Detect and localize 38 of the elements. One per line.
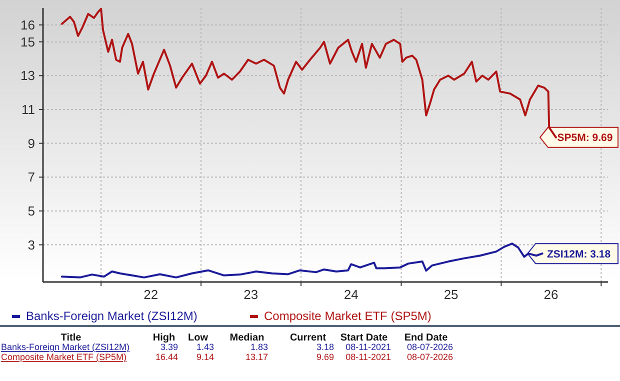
text: 08-07-2026 (406, 342, 453, 352)
y-tick-label: 3 (28, 237, 35, 252)
y-tick-label: 16 (20, 17, 35, 32)
text: 08-07-2026 (406, 352, 453, 362)
text: Composite Market ETF (SP5M) (1, 352, 127, 362)
annotation: SP5M: 9.69 (557, 132, 613, 144)
text: 3.39 (160, 342, 178, 352)
text: 9.14 (196, 352, 214, 362)
text: 08-11-2021 (346, 352, 391, 362)
text: Start Date (340, 332, 388, 344)
text: 1.43 (196, 342, 214, 352)
text: 1.83 (250, 342, 268, 352)
y-tick-label: 5 (28, 204, 35, 219)
text: Median (230, 332, 264, 344)
text: 9.69 (316, 352, 334, 362)
text: 08-11-2021 (346, 342, 391, 352)
x-tick-label: 25 (444, 287, 458, 302)
x-tick-label: 22 (144, 287, 158, 302)
text: Title (60, 332, 82, 344)
legend-label: Banks-Foreign Market (ZSI12M) (26, 309, 198, 324)
text: 13.17 (245, 352, 268, 362)
annotation: ZSI12M: 3.18 (546, 248, 611, 260)
y-tick-label: 7 (28, 170, 35, 185)
text: High (152, 332, 176, 344)
y-tick-label: 15 (20, 34, 35, 50)
legend-label: Composite Market ETF (SP5M) (264, 309, 432, 324)
text: 3.18 (316, 342, 334, 352)
y-tick-label: 9 (28, 136, 35, 151)
y-tick-label: 13 (20, 68, 35, 84)
x-tick-label: 24 (344, 287, 358, 302)
text: End Date (404, 332, 448, 344)
text: Banks-Foreign Market (ZSI12M) (1, 342, 130, 352)
text: 16.44 (155, 352, 178, 362)
text: Current (290, 332, 327, 344)
x-tick-label: 26 (544, 287, 558, 302)
text: Low (188, 332, 208, 344)
x-tick-label: 23 (244, 287, 258, 302)
y-tick-label: 11 (22, 102, 35, 118)
